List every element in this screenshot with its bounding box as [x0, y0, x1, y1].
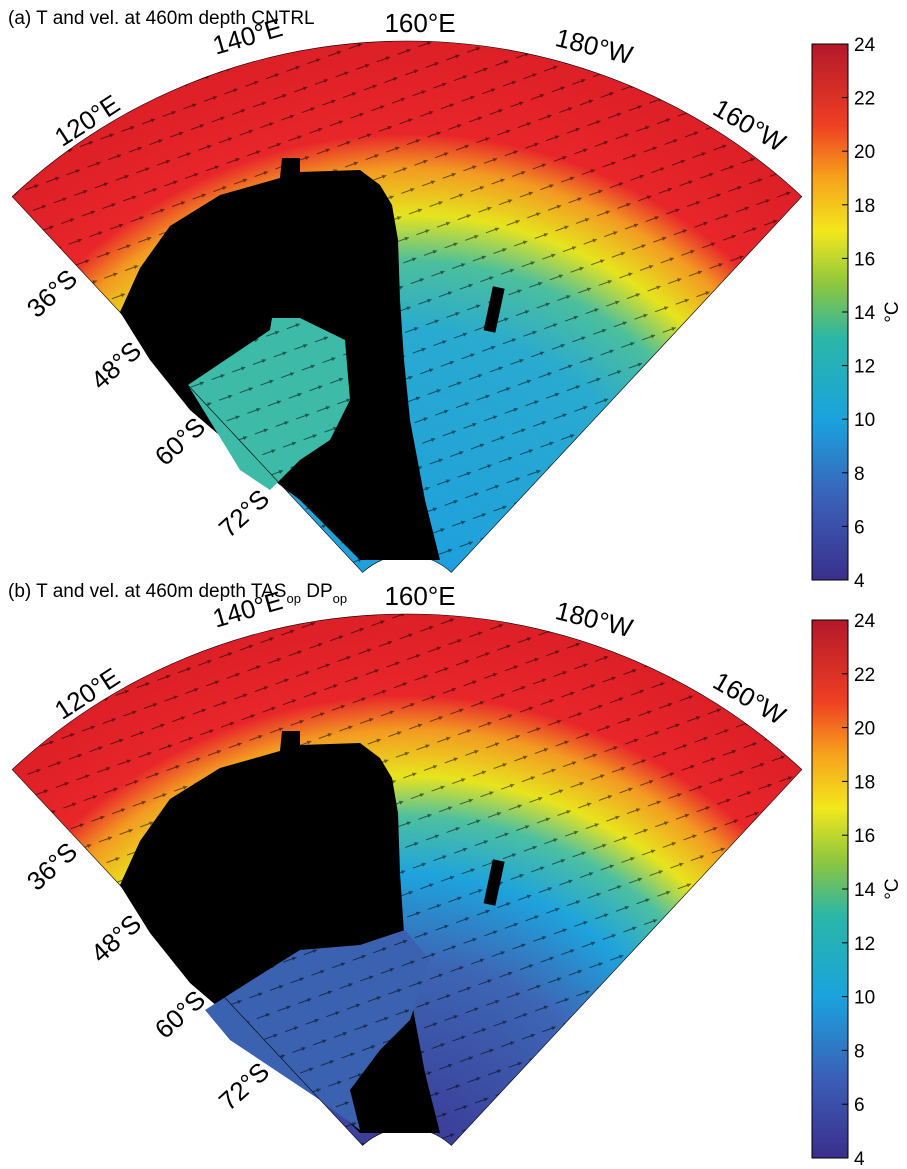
colorbar-tick-label: 16 [854, 826, 875, 847]
latitude-label: 36°S [21, 263, 83, 323]
panel-title: (b) T and vel. at 460m depth TASop DPop [8, 581, 347, 606]
colorbar-tick-label: 24 [854, 35, 876, 56]
colorbar-tick-label: 20 [854, 719, 875, 740]
velocity-arrows [12, 40, 802, 573]
latitude-label: 60°S [149, 411, 211, 471]
sector-outline [11, 40, 803, 573]
latitude-label: 72°S [213, 483, 275, 543]
colorbar-tick-label: 18 [854, 196, 875, 217]
colorbar-tick-label: 6 [854, 517, 865, 538]
colorbar-tick-label: 22 [854, 89, 875, 110]
colorbar-tick-label: 4 [854, 571, 865, 592]
colorbar-tick-label: 14 [854, 880, 876, 901]
sector-outline [11, 613, 803, 1146]
title-part: (b) T and vel. at 460m depth TAS [8, 581, 286, 602]
title-part: op [286, 591, 300, 606]
colorbar-tick-label: 6 [854, 1095, 865, 1116]
colorbar-tick-label: 22 [854, 665, 875, 686]
colorbar-tick-label: 12 [854, 934, 875, 955]
latitude-label: 36°S [21, 836, 83, 896]
map-panel: (b) T and vel. at 460m depth TASop DPop1… [8, 581, 903, 1169]
colorbar-unit: °C [882, 301, 903, 322]
colorbar-tick-label: 8 [854, 1041, 865, 1062]
map-panel: (a) T and vel. at 460m depth CNTRL120°E1… [8, 8, 903, 592]
colorbar-tick-label: 18 [854, 772, 875, 793]
colorbar-tick-label: 4 [854, 1149, 865, 1169]
title-part: DP [301, 581, 333, 602]
colorbar-tick-label: 20 [854, 142, 875, 163]
colorbar-unit: °C [882, 878, 903, 899]
latitude-label: 72°S [213, 1056, 275, 1116]
title-part: op [333, 591, 347, 606]
latitude-label: 48°S [85, 908, 147, 968]
colorbar-tick-label: 10 [854, 410, 875, 431]
longitude-label: 160°E [384, 8, 455, 38]
colorbar-tick-label: 10 [854, 988, 875, 1009]
title-part: (a) T and vel. at 460m depth CNTRL [8, 8, 315, 29]
latitude-label: 48°S [85, 335, 147, 395]
longitude-label: 160°E [384, 581, 455, 611]
colorbar-tick-label: 8 [854, 464, 865, 485]
colorbar-tick-label: 24 [854, 611, 876, 632]
colorbar-tick-label: 16 [854, 249, 875, 270]
colorbar-tick-label: 14 [854, 303, 876, 324]
colorbar-tick-label: 12 [854, 357, 875, 378]
latitude-label: 60°S [149, 984, 211, 1044]
velocity-arrows [12, 613, 802, 1146]
panel-title: (a) T and vel. at 460m depth CNTRL [8, 8, 315, 29]
